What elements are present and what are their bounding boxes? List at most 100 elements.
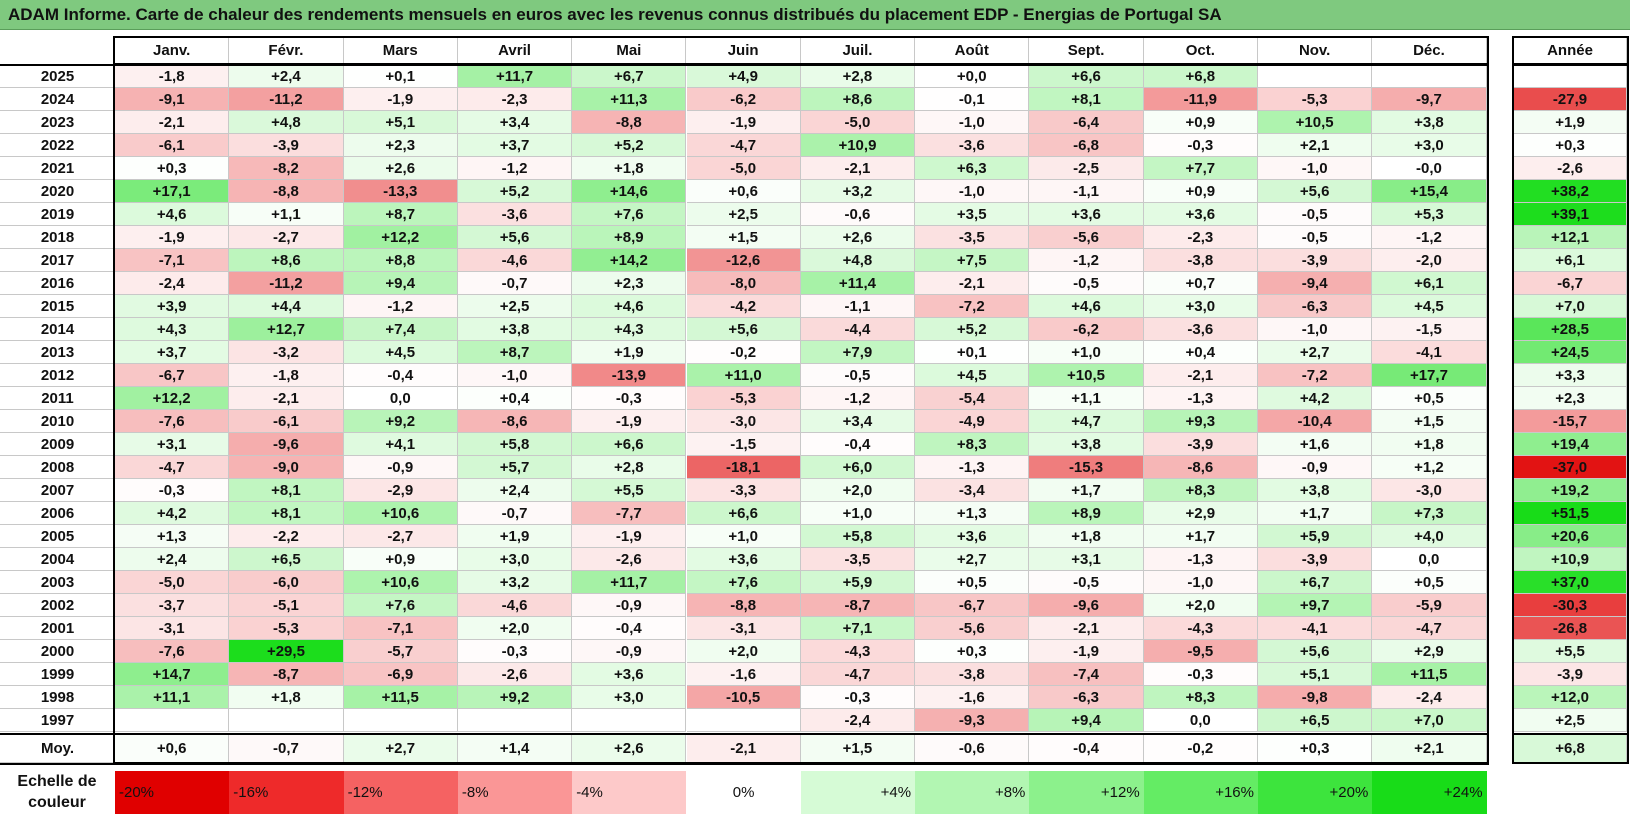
heatmap-cell: -1,1: [800, 295, 916, 318]
heatmap-cell: +7,6: [343, 594, 458, 617]
heatmap-cell: +0,3: [115, 157, 230, 180]
color-scale-swatch: +12%: [1029, 771, 1144, 814]
heatmap-cell: +0,5: [915, 571, 1030, 594]
heatmap-cell: +6,3: [915, 157, 1030, 180]
year-label: 2025: [0, 65, 115, 88]
heatmap-cell: -2,6: [457, 663, 573, 686]
heatmap-cell: -18,1: [686, 456, 801, 479]
year-label: 2004: [0, 548, 115, 571]
month-header: Déc.: [1372, 37, 1487, 65]
month-header: Févr.: [229, 37, 344, 65]
heatmap-cell: -0,3: [1143, 663, 1258, 686]
heatmap-cell: +5,9: [1258, 525, 1373, 548]
average-cell: -0,2: [1143, 735, 1258, 763]
heatmap-cell: +2,6: [343, 157, 458, 180]
heatmap-cell: -9,5: [1143, 640, 1258, 663]
annual-cell: -26,8: [1514, 617, 1627, 640]
heatmap-cell: -3,1: [686, 617, 801, 640]
heatmap-cell: +9,3: [1143, 410, 1258, 433]
heatmap-cell: -3,6: [1143, 318, 1258, 341]
heatmap-cell: -8,0: [686, 272, 801, 295]
year-label: 2009: [0, 433, 115, 456]
heatmap-cell: -2,5: [1029, 157, 1144, 180]
year-label: 1999: [0, 663, 115, 686]
heatmap-cell: +0,0: [915, 65, 1030, 88]
heatmap-cell: +9,2: [457, 686, 573, 709]
heatmap-cell: +2,4: [229, 65, 344, 88]
heatmap-cell: +11,1: [115, 686, 230, 709]
heatmap-cell: -7,7: [572, 502, 687, 525]
heatmap-cell: +8,6: [229, 249, 344, 272]
heatmap-cell: +1,6: [1258, 433, 1373, 456]
heatmap-cell: -0,3: [800, 686, 916, 709]
heatmap-cell: -11,9: [1143, 88, 1258, 111]
month-header: Juil.: [800, 37, 916, 65]
month-header: Août: [915, 37, 1030, 65]
heatmap-cell: +11,4: [800, 272, 916, 295]
year-label: 2020: [0, 180, 115, 203]
heatmap-cell: -2,1: [800, 157, 916, 180]
heatmap-cell: +3,1: [115, 433, 230, 456]
heatmap-cell: -6,9: [343, 663, 458, 686]
heatmap-cell: +14,7: [115, 663, 230, 686]
annual-cell: -27,9: [1514, 88, 1627, 111]
color-scale-swatch: -8%: [457, 771, 573, 814]
heatmap-cell: +5,8: [457, 433, 573, 456]
annual-cell: -6,7: [1514, 272, 1627, 295]
annual-cell: +2,5: [1514, 709, 1627, 732]
heatmap-cell: +2,5: [686, 203, 801, 226]
heatmap-cell: -11,2: [229, 272, 344, 295]
heatmap-cell: +3,0: [1372, 134, 1487, 157]
heatmap-cell: -5,7: [343, 640, 458, 663]
heatmap-cell: [686, 709, 801, 732]
year-label: 2013: [0, 341, 115, 364]
color-scale-swatch: -16%: [229, 771, 344, 814]
annual-cell: +2,3: [1514, 387, 1627, 410]
annual-cell: +19,2: [1514, 479, 1627, 502]
heatmap-cell: -1,2: [800, 387, 916, 410]
heatmap-cell: -4,6: [457, 594, 573, 617]
heatmap-cell: -4,4: [800, 318, 916, 341]
heatmap-cell: -4,3: [800, 640, 916, 663]
heatmap-cell: +5,8: [800, 525, 916, 548]
heatmap-cell: +7,9: [800, 341, 916, 364]
heatmap-cell: +6,5: [1258, 709, 1373, 732]
heatmap-cell: +2,7: [1258, 341, 1373, 364]
heatmap-cell: -3,4: [915, 479, 1030, 502]
heatmap-cell: +1,3: [115, 525, 230, 548]
heatmap-cell: -9,8: [1258, 686, 1373, 709]
heatmap-cell: +3,6: [686, 548, 801, 571]
heatmap-cell: +6,8: [1143, 65, 1258, 88]
heatmap-cell: +10,6: [343, 502, 458, 525]
heatmap-cell: -0,9: [1258, 456, 1373, 479]
heatmap-cell: +7,5: [915, 249, 1030, 272]
heatmap-cell: +3,2: [457, 571, 573, 594]
average-cell: -0,7: [229, 735, 344, 763]
heatmap-cell: +4,9: [686, 65, 801, 88]
annual-cell: +3,3: [1514, 364, 1627, 387]
heatmap-cell: -9,0: [229, 456, 344, 479]
heatmap-cell: -1,2: [343, 295, 458, 318]
heatmap-cell: +1,0: [1029, 341, 1144, 364]
heatmap-cell: -6,0: [229, 571, 344, 594]
heatmap-cell: -2,2: [229, 525, 344, 548]
year-label: 2001: [0, 617, 115, 640]
heatmap-cell: -1,6: [915, 686, 1030, 709]
heatmap-cell: +6,6: [686, 502, 801, 525]
heatmap-cell: +8,1: [229, 479, 344, 502]
average-cell: +0,6: [115, 735, 230, 763]
heatmap-cell: +7,3: [1372, 502, 1487, 525]
heatmap-cell: [1258, 65, 1373, 88]
heatmap-cell: -15,3: [1029, 456, 1144, 479]
year-label: 1997: [0, 709, 115, 732]
heatmap-cell: +5,9: [800, 571, 916, 594]
year-label: 2021: [0, 157, 115, 180]
average-row-label: Moy.: [0, 735, 115, 763]
heatmap-cell: +5,6: [686, 318, 801, 341]
average-bottom-line: [0, 763, 1489, 765]
heatmap-cell: +2,5: [457, 295, 573, 318]
year-label: 2014: [0, 318, 115, 341]
heatmap-cell: -13,9: [572, 364, 687, 387]
heatmap-cell: -4,3: [1143, 617, 1258, 640]
year-label: 2003: [0, 571, 115, 594]
